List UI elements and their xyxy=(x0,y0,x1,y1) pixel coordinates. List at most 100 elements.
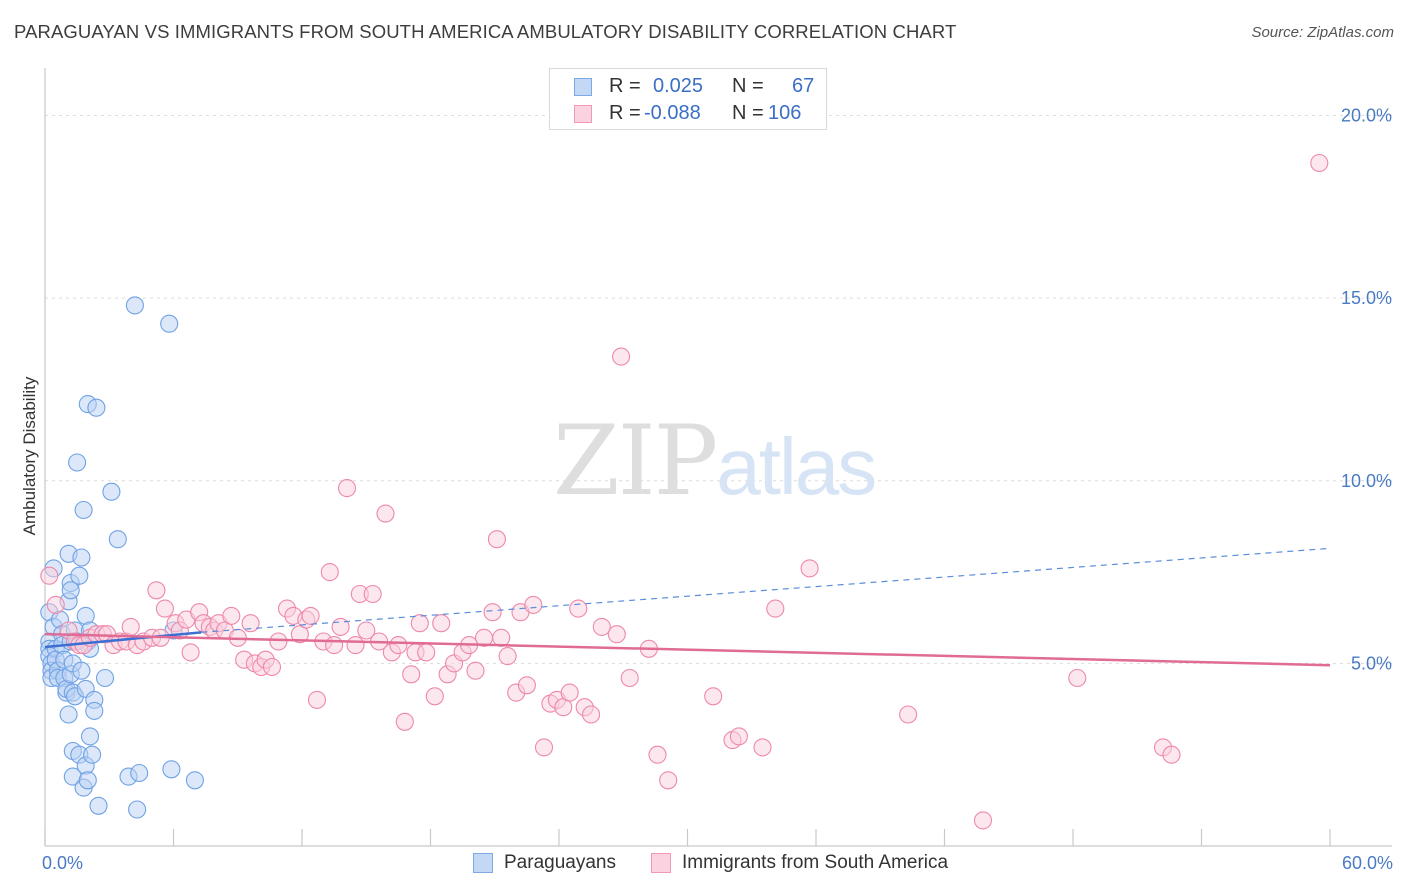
legend-n-value: 106 xyxy=(768,102,802,124)
point-immigrants xyxy=(648,745,667,764)
point-immigrants xyxy=(524,595,543,614)
point-immigrants xyxy=(704,687,723,706)
point-paraguayans xyxy=(102,482,121,501)
point-paraguayans xyxy=(74,500,93,520)
point-immigrants xyxy=(592,617,611,636)
legend-r-value: -0.088 xyxy=(644,102,701,124)
legend-n-label: N = xyxy=(732,75,764,97)
legend-swatch-pink xyxy=(574,105,592,123)
point-immigrants xyxy=(620,668,639,688)
point-paraguayans xyxy=(130,763,149,783)
x-ticks: 0.0% 60.0% xyxy=(42,829,1393,873)
point-immigrants xyxy=(222,606,241,625)
point-paraguayans xyxy=(70,566,89,585)
point-immigrants xyxy=(1310,153,1329,173)
y-tick-labels: 5.0% 10.0% 15.0% 20.0% xyxy=(1341,106,1392,674)
point-paraguayans xyxy=(89,796,108,815)
point-immigrants xyxy=(466,661,485,680)
stats-legend: R = 0.025 N = 67 R = -0.088 N = 106 xyxy=(549,68,827,130)
bottom-legend-swatch-pink xyxy=(651,853,671,873)
chart-title: PARAGUAYAN VS IMMIGRANTS FROM SOUTH AMER… xyxy=(14,21,957,42)
watermark: ZIPatlas xyxy=(553,405,877,517)
source-label: Source: ZipAtlas.com xyxy=(1251,24,1394,41)
point-paraguayans xyxy=(83,745,102,764)
point-immigrants xyxy=(973,811,993,830)
point-paraguayans xyxy=(61,581,80,600)
bottom-legend-swatch-blue xyxy=(473,853,493,873)
point-immigrants xyxy=(517,676,536,695)
trend-line-paraguayans-projection xyxy=(201,547,1331,633)
point-immigrants xyxy=(46,595,65,614)
point-paraguayans xyxy=(85,701,104,720)
point-immigrants xyxy=(269,632,288,651)
point-immigrants xyxy=(363,584,382,604)
point-immigrants xyxy=(262,657,282,677)
point-immigrants xyxy=(410,614,429,633)
legend-n-value: 67 xyxy=(792,75,815,97)
point-immigrants xyxy=(325,636,344,655)
point-immigrants xyxy=(582,705,601,724)
bottom-legend-label: Immigrants from South America xyxy=(682,852,949,873)
point-immigrants xyxy=(534,738,554,757)
legend-r-label: R = xyxy=(609,102,641,124)
legend-r-label: R = xyxy=(609,75,641,97)
gridlines xyxy=(45,115,1392,664)
point-immigrants xyxy=(307,690,327,709)
legend-row-immigrants: R = -0.088 N = 106 xyxy=(574,102,824,126)
point-immigrants xyxy=(612,347,631,366)
point-immigrants xyxy=(800,559,819,578)
x-tick-label: 0.0% xyxy=(42,853,83,873)
bottom-legend-label: Paraguayans xyxy=(504,852,616,873)
point-immigrants xyxy=(753,738,772,757)
legend-n-label: N = xyxy=(732,102,764,124)
point-immigrants xyxy=(498,647,517,666)
point-immigrants xyxy=(1068,668,1087,688)
point-immigrants xyxy=(301,606,320,625)
point-immigrants xyxy=(417,643,436,662)
point-immigrants xyxy=(376,504,395,523)
point-paraguayans xyxy=(160,314,179,333)
point-immigrants xyxy=(607,625,626,644)
x-tick-label: 60.0% xyxy=(1342,853,1393,873)
point-paraguayans xyxy=(59,705,78,724)
point-immigrants xyxy=(766,599,785,618)
legend-swatch-blue xyxy=(574,78,592,96)
trend-line-paraguayans xyxy=(44,631,202,649)
legend-r-value: 0.025 xyxy=(653,75,704,97)
point-immigrants xyxy=(337,479,357,498)
point-immigrants xyxy=(402,665,421,684)
point-paraguayans xyxy=(185,771,204,790)
point-paraguayans xyxy=(108,530,127,549)
y-tick-label: 5.0% xyxy=(1351,653,1392,673)
point-immigrants xyxy=(1162,745,1181,764)
point-immigrants xyxy=(181,643,200,662)
legend-row-paraguayans: R = 0.025 N = 67 xyxy=(574,75,824,99)
y-tick-label: 10.0% xyxy=(1341,471,1392,491)
point-paraguayans xyxy=(162,760,181,779)
y-tick-label: 15.0% xyxy=(1341,288,1392,308)
point-immigrants xyxy=(147,581,166,600)
point-paraguayans xyxy=(95,668,115,688)
point-immigrants xyxy=(155,599,174,618)
point-immigrants xyxy=(487,530,506,549)
y-axis-label: Ambulatory Disability xyxy=(20,376,39,535)
axes xyxy=(44,68,1392,847)
point-immigrants xyxy=(320,563,339,582)
trend-line-immigrants xyxy=(44,632,1331,667)
point-immigrants xyxy=(121,617,140,636)
point-immigrants xyxy=(899,705,918,724)
point-immigrants xyxy=(729,727,748,746)
point-immigrants xyxy=(569,599,588,618)
point-paraguayans xyxy=(128,800,147,819)
point-paraguayans xyxy=(72,548,91,567)
point-immigrants xyxy=(389,636,408,655)
point-immigrants xyxy=(395,712,414,731)
trend-lines xyxy=(44,547,1331,667)
point-paraguayans xyxy=(87,398,106,417)
point-immigrants xyxy=(40,566,59,585)
y-tick-label: 20.0% xyxy=(1341,106,1392,126)
point-immigrants xyxy=(659,771,678,790)
point-paraguayans xyxy=(68,453,87,472)
point-immigrants xyxy=(432,614,451,633)
